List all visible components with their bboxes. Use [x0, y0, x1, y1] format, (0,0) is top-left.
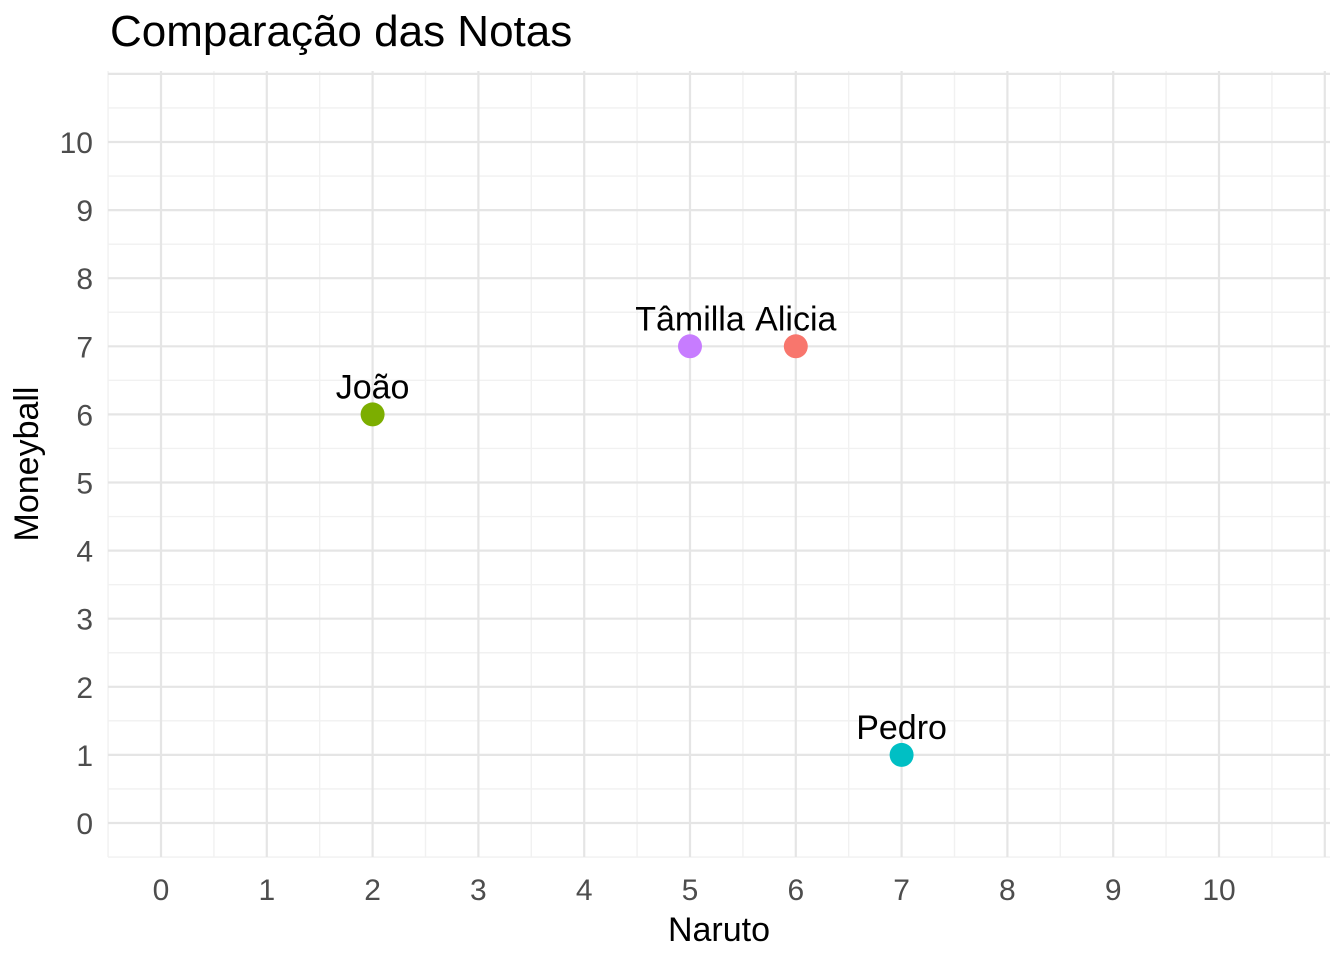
point-labels: João Tâmilla Alicia Pedro [336, 300, 947, 747]
point-label: João [336, 368, 410, 406]
data-point [889, 742, 914, 767]
x-tick-label: 7 [893, 874, 910, 907]
x-tick-label: 9 [1105, 874, 1122, 907]
x-tick-label: 4 [576, 874, 593, 907]
x-tick-label: 5 [682, 874, 699, 907]
y-tick-label: 2 [76, 672, 93, 705]
x-tick-label: 8 [999, 874, 1016, 907]
y-axis-tick-labels: 0 1 2 3 4 5 6 7 8 9 10 [60, 127, 93, 841]
y-tick-label: 3 [76, 604, 93, 637]
y-tick-label: 1 [76, 740, 93, 773]
x-tick-label: 6 [787, 874, 804, 907]
data-point [678, 334, 702, 359]
data-point [360, 402, 385, 427]
x-tick-label: 2 [364, 874, 381, 907]
y-tick-label: 0 [76, 808, 93, 841]
data-points [360, 334, 914, 767]
y-tick-label: 5 [76, 468, 93, 501]
y-tick-label: 8 [76, 263, 93, 296]
data-point [783, 334, 808, 359]
x-axis-tick-labels: 0 1 2 3 4 5 6 7 8 9 10 [153, 874, 1236, 907]
x-tick-label: 3 [470, 874, 487, 907]
chart-title: Comparação das Notas [110, 7, 572, 56]
x-tick-label: 10 [1202, 874, 1235, 907]
x-tick-label: 0 [153, 874, 170, 907]
y-tick-label: 4 [76, 536, 93, 569]
x-axis-title: Naruto [668, 911, 770, 949]
y-tick-label: 10 [60, 127, 93, 160]
gridlines-major [108, 71, 1330, 857]
point-label: Pedro [856, 709, 947, 747]
y-tick-label: 6 [76, 399, 93, 432]
point-label: Tâmilla [635, 300, 745, 338]
x-tick-label: 1 [258, 874, 275, 907]
y-tick-label: 7 [76, 331, 93, 364]
y-axis-title: Moneyball [8, 387, 46, 542]
gridlines-minor [107, 71, 1330, 858]
y-tick-label: 9 [76, 195, 93, 228]
point-label: Alicia [755, 300, 836, 338]
